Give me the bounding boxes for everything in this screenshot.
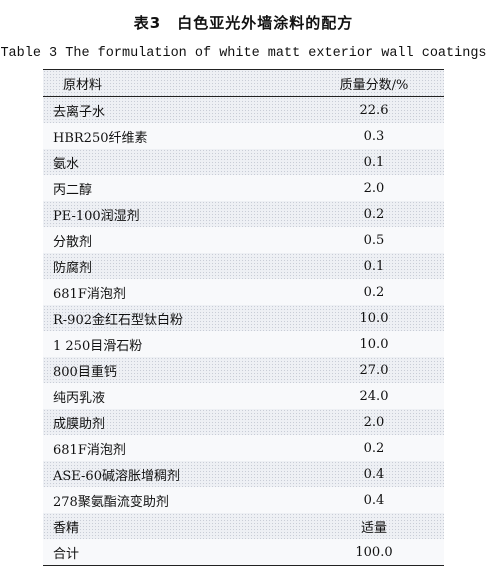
material-cell: 成膜助剂 bbox=[53, 416, 106, 432]
table-row: 防腐剂 0.1 bbox=[43, 253, 444, 279]
mass-fraction-cell: 适量 bbox=[360, 520, 387, 536]
table-row: 分散剂 0.5 bbox=[43, 227, 444, 253]
material-cell: 681F消泡剂 bbox=[53, 286, 126, 302]
material-cell: PE-100润湿剂 bbox=[53, 208, 140, 224]
mass-fraction-cell: 0.3 bbox=[363, 128, 385, 144]
formulation-table: 原材料 质量分数/% 去离子水 22.6 HBR250纤维素 0.3 氨水 0.1 丙二醇 2… bbox=[43, 69, 444, 566]
material-cell: 278聚氨酯流变助剂 bbox=[53, 494, 169, 510]
material-cell: 合计 bbox=[53, 546, 80, 562]
mass-fraction-cell: 0.1 bbox=[363, 258, 385, 274]
table-row: HBR250纤维素 0.3 bbox=[43, 123, 444, 149]
table-row: 1 250目滑石粉 10.0 bbox=[43, 331, 444, 357]
mass-fraction-cell: 2.0 bbox=[363, 180, 385, 196]
material-cell: 香精 bbox=[53, 520, 80, 536]
material-cell: HBR250纤维素 bbox=[53, 130, 148, 146]
table-row: 氨水 0.1 bbox=[43, 149, 444, 175]
table-row: 丙二醇 2.0 bbox=[43, 175, 444, 201]
material-cell: 氨水 bbox=[53, 156, 80, 172]
material-cell: 分散剂 bbox=[53, 234, 93, 250]
table-row: 成膜助剂 2.0 bbox=[43, 409, 444, 435]
table-body: 去离子水 22.6 HBR250纤维素 0.3 氨水 0.1 丙二醇 2.0 PE-100润湿剂… bbox=[43, 97, 444, 565]
table-row: ASE-60碱溶胀增稠剂 0.4 bbox=[43, 461, 444, 487]
mass-fraction-cell: 0.2 bbox=[363, 284, 385, 300]
mass-fraction-cell: 0.5 bbox=[363, 232, 385, 248]
mass-fraction-cell: 27.0 bbox=[359, 362, 389, 378]
mass-fraction-cell: 0.4 bbox=[363, 492, 385, 508]
mass-fraction-cell: 2.0 bbox=[363, 414, 385, 430]
material-cell: ASE-60碱溶胀增稠剂 bbox=[53, 468, 180, 484]
table-row: 681F消泡剂 0.2 bbox=[43, 279, 444, 305]
table-title-chinese: 表3 白色亚光外墙涂料的配方 bbox=[133, 14, 354, 32]
mass-fraction-cell: 100.0 bbox=[355, 544, 393, 560]
table-row: 合计 100.0 bbox=[43, 539, 444, 565]
material-cell: 681F消泡剂 bbox=[53, 442, 126, 458]
table-row: 278聚氨酯流变助剂 0.4 bbox=[43, 487, 444, 513]
material-cell: 1 250目滑石粉 bbox=[53, 338, 143, 354]
table-row: 800目重钙 27.0 bbox=[43, 357, 444, 383]
mass-fraction-cell: 0.4 bbox=[363, 466, 385, 482]
mass-fraction-cell: 10.0 bbox=[359, 310, 389, 326]
material-cell: 去离子水 bbox=[53, 104, 106, 120]
header-mass-fraction: 质量分数/% bbox=[339, 77, 409, 93]
table-row: R-902金红石型钛白粉 10.0 bbox=[43, 305, 444, 331]
mass-fraction-cell: 10.0 bbox=[359, 336, 389, 352]
material-cell: R-902金红石型钛白粉 bbox=[53, 312, 183, 328]
material-cell: 纯丙乳液 bbox=[53, 390, 106, 406]
header-material: 原材料 bbox=[63, 77, 103, 93]
mass-fraction-cell: 0.2 bbox=[363, 206, 385, 222]
table-title-english: Table 3 The formulation of white matt ex… bbox=[0, 46, 487, 61]
table-row: 681F消泡剂 0.2 bbox=[43, 435, 444, 461]
table-row: 纯丙乳液 24.0 bbox=[43, 383, 444, 409]
table-row: 去离子水 22.6 bbox=[43, 97, 444, 123]
mass-fraction-cell: 0.2 bbox=[363, 440, 385, 456]
table-header-row: 原材料 质量分数/% bbox=[43, 70, 444, 97]
table-row: PE-100润湿剂 0.2 bbox=[43, 201, 444, 227]
table-row: 香精 适量 bbox=[43, 513, 444, 539]
material-cell: 防腐剂 bbox=[53, 260, 93, 276]
mass-fraction-cell: 24.0 bbox=[359, 388, 389, 404]
mass-fraction-cell: 0.1 bbox=[363, 154, 385, 170]
material-cell: 800目重钙 bbox=[53, 364, 117, 380]
mass-fraction-cell: 22.6 bbox=[359, 102, 389, 118]
material-cell: 丙二醇 bbox=[53, 182, 93, 198]
